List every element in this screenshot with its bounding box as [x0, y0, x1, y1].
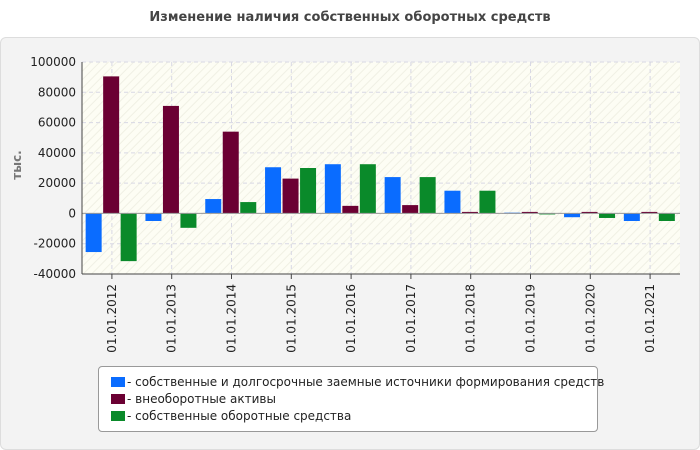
x-tick-label: 01.01.2015	[284, 284, 298, 353]
bar-series-1-01.01.2014	[222, 131, 239, 214]
bar-series-1-01.01.2021	[641, 211, 658, 214]
bar-series-0-01.01.2012	[85, 213, 102, 253]
y-tick-label: 60000	[38, 116, 76, 130]
bar-series-0-01.01.2016	[324, 164, 341, 214]
x-tick-label: 01.01.2020	[583, 284, 597, 353]
bar-series-1-01.01.2018	[461, 211, 478, 214]
bar-series-1-01.01.2020	[581, 211, 598, 214]
y-tick-label: -40000	[33, 267, 76, 281]
plot-area	[82, 62, 680, 274]
bar-series-1-01.01.2017	[402, 205, 419, 214]
legend-swatch-noncurrent-assets	[111, 394, 125, 404]
x-tick-label: 01.01.2017	[404, 284, 418, 353]
y-tick-label: 0	[68, 206, 76, 220]
bar-series-2-01.01.2015	[300, 168, 317, 214]
legend-swatch-working-capital	[111, 411, 125, 421]
x-tick-label: 01.01.2018	[464, 284, 478, 353]
bar-series-1-01.01.2012	[103, 76, 120, 214]
bar-series-2-01.01.2012	[120, 213, 137, 262]
bar-series-0-01.01.2017	[384, 177, 401, 214]
y-tick-label: -20000	[33, 237, 76, 251]
bar-series-2-01.01.2013	[180, 213, 197, 228]
bar-series-0-01.01.2015	[265, 167, 282, 214]
bar-series-1-01.01.2016	[342, 205, 359, 214]
x-tick-label: 01.01.2013	[165, 284, 179, 353]
legend-item-noncurrent-assets: - внеоборотные активы	[111, 391, 276, 407]
y-tick-label: 20000	[38, 176, 76, 190]
legend-swatch-sources	[111, 377, 125, 387]
bar-series-0-01.01.2013	[145, 213, 162, 221]
bar-series-0-01.01.2018	[444, 190, 461, 214]
bar-series-2-01.01.2016	[359, 164, 376, 214]
x-tick-label: 01.01.2014	[225, 284, 239, 353]
legend-item-working-capital: - собственные оборотные средства	[111, 408, 351, 424]
x-tick-label: 01.01.2021	[643, 284, 657, 353]
x-tick-label: 01.01.2016	[344, 284, 358, 353]
bar-series-2-01.01.2021	[658, 213, 675, 221]
bar-series-1-01.01.2019	[521, 211, 538, 214]
bar-series-0-01.01.2020	[564, 213, 581, 218]
page-title: Изменение наличия собственных оборотных …	[149, 10, 551, 25]
x-tick-label: 01.01.2012	[105, 284, 119, 353]
legend: - собственные и долгосрочные заемные ист…	[98, 366, 604, 432]
bar-series-2-01.01.2014	[240, 202, 257, 214]
legend-label-sources: - собственные и долгосрочные заемные ист…	[127, 375, 605, 389]
bar-series-2-01.01.2020	[599, 213, 616, 218]
bar-series-2-01.01.2018	[479, 190, 496, 214]
y-tick-label: 80000	[38, 85, 76, 99]
legend-label-noncurrent-assets: - внеоборотные активы	[127, 392, 276, 406]
bar-series-0-01.01.2021	[623, 213, 640, 221]
bar-series-2-01.01.2017	[419, 177, 436, 214]
bar-series-1-01.01.2013	[162, 105, 179, 214]
x-tick-label: 01.01.2019	[524, 284, 538, 353]
legend-item-sources: - собственные и долгосрочные заемные ист…	[111, 374, 604, 390]
bar-series-0-01.01.2014	[205, 199, 222, 214]
y-tick-label: 100000	[30, 55, 76, 69]
y-axis-label: тыс.	[10, 150, 24, 179]
y-tick-label: 40000	[38, 146, 76, 160]
legend-label-working-capital: - собственные оборотные средства	[127, 409, 352, 423]
bar-series-1-01.01.2015	[282, 178, 299, 214]
